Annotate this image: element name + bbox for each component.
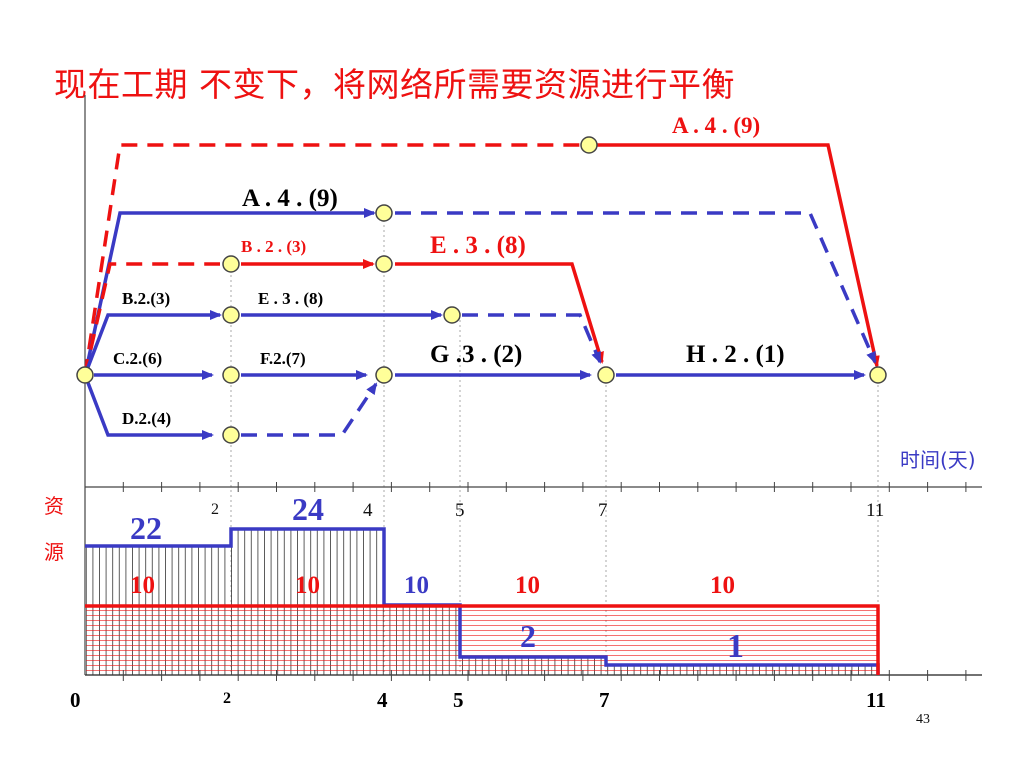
label-act-h: H . 2 . (1)	[686, 341, 785, 368]
level-label-red: 10	[710, 572, 735, 599]
bottom-tick-label: 2	[223, 690, 231, 707]
bottom-tick-label: 7	[599, 688, 610, 712]
time-axis-label: 时间(天)	[900, 448, 976, 472]
act-e-red-arrow	[395, 262, 604, 364]
top-axis-ticks	[122, 482, 967, 492]
node-finish	[869, 366, 887, 384]
node-b-blue-end	[222, 306, 240, 324]
slide-number: 43	[916, 712, 930, 727]
node-f-end	[375, 366, 393, 384]
label-act-e-blue: E . 3 . (8)	[258, 289, 323, 308]
label-act-a-blue: A . 4 . (9)	[242, 185, 338, 212]
bottom-axis-ticks	[122, 670, 967, 681]
act-d-arrow	[83, 374, 214, 440]
resource-axis-label-char-1: 资	[44, 494, 64, 518]
node-c-end	[222, 366, 240, 384]
bottom-tick-label: 5	[453, 688, 464, 712]
top-tick-label: 11	[866, 500, 884, 521]
label-act-c: C.2.(6)	[113, 349, 162, 368]
level-label-red: 10	[130, 572, 155, 599]
bottom-tick-label: 4	[377, 688, 388, 712]
label-act-b-red: B . 2 . (3)	[241, 237, 306, 256]
node-a-red-start	[580, 136, 598, 154]
top-tick-label: 7	[598, 500, 608, 521]
act-d-float	[241, 382, 378, 437]
top-tick-label: 5	[455, 500, 465, 521]
label-act-a-red: A . 4 . (9)	[672, 113, 760, 138]
after-profile-line	[85, 604, 880, 675]
level-label-blue: 10	[404, 572, 429, 599]
node-a-blue-end	[375, 204, 393, 222]
act-a-red-arrow	[589, 143, 880, 368]
level-label-blue: 22	[130, 510, 162, 546]
act-e-blue-float	[462, 313, 602, 364]
node-start	[76, 366, 94, 384]
level-label-red: 10	[295, 572, 320, 599]
label-act-e-red: E . 3 . (8)	[430, 232, 526, 259]
resource-axis-label-char-2: 源	[44, 540, 64, 564]
node-g-end	[597, 366, 615, 384]
bottom-tick-label: 11	[866, 688, 886, 712]
bottom-tick-label: 0	[70, 688, 81, 712]
label-act-b-blue: B.2.(3)	[122, 289, 170, 308]
level-label-blue: 24	[292, 491, 324, 527]
label-act-g: G .3 . (2)	[430, 341, 522, 368]
level-label-blue: 2	[520, 618, 536, 654]
label-act-f: F.2.(7)	[260, 349, 306, 368]
act-b-red-float	[83, 262, 220, 376]
label-act-d: D.2.(4)	[122, 409, 171, 428]
network-nodes	[76, 136, 887, 444]
slide-title: 现在工期 不变下，将网络所需要资源进行平衡	[54, 65, 735, 104]
node-e-red-start	[375, 255, 393, 273]
level-label-red: 10	[515, 572, 540, 599]
level-label-blue: 1	[727, 628, 744, 665]
node-d-end	[222, 426, 240, 444]
act-b-blue-arrow	[83, 310, 222, 376]
node-b-red-end	[222, 255, 240, 273]
node-e-blue-end	[443, 306, 461, 324]
act-a-blue-float	[395, 211, 877, 364]
top-tick-label: 2	[211, 501, 219, 518]
top-tick-label: 4	[363, 500, 373, 521]
